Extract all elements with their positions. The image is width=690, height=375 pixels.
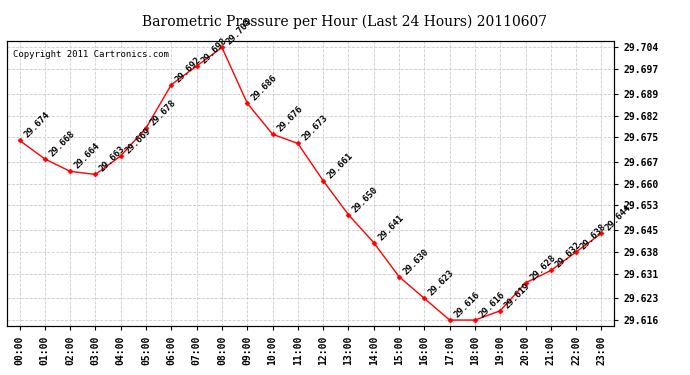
Text: 29.669: 29.669 (124, 126, 152, 155)
Text: 29.676: 29.676 (275, 104, 304, 134)
Text: 29.698: 29.698 (199, 36, 228, 65)
Text: 29.704: 29.704 (224, 18, 254, 47)
Text: 29.616: 29.616 (452, 290, 482, 320)
Text: 29.678: 29.678 (148, 98, 178, 128)
Text: 29.673: 29.673 (300, 114, 330, 143)
Text: 29.638: 29.638 (579, 222, 608, 251)
Text: 29.663: 29.663 (98, 145, 127, 174)
Text: 29.616: 29.616 (477, 290, 506, 320)
Text: 29.674: 29.674 (22, 111, 51, 140)
Text: 29.623: 29.623 (427, 268, 456, 298)
Text: 29.619: 29.619 (503, 281, 532, 310)
Text: 29.661: 29.661 (326, 151, 355, 180)
Text: 29.641: 29.641 (376, 213, 406, 242)
Text: 29.630: 29.630 (402, 247, 431, 276)
Text: 29.664: 29.664 (72, 142, 102, 171)
Text: 29.692: 29.692 (174, 55, 203, 84)
Text: 29.668: 29.668 (48, 129, 77, 158)
Text: Barometric Pressure per Hour (Last 24 Hours) 20110607: Barometric Pressure per Hour (Last 24 Ho… (142, 15, 548, 29)
Text: 29.650: 29.650 (351, 185, 380, 214)
Text: Copyright 2011 Cartronics.com: Copyright 2011 Cartronics.com (13, 50, 169, 59)
Text: 29.632: 29.632 (553, 241, 582, 270)
Text: 29.644: 29.644 (604, 204, 633, 233)
Text: 29.686: 29.686 (250, 74, 279, 103)
Text: 29.628: 29.628 (528, 253, 558, 282)
